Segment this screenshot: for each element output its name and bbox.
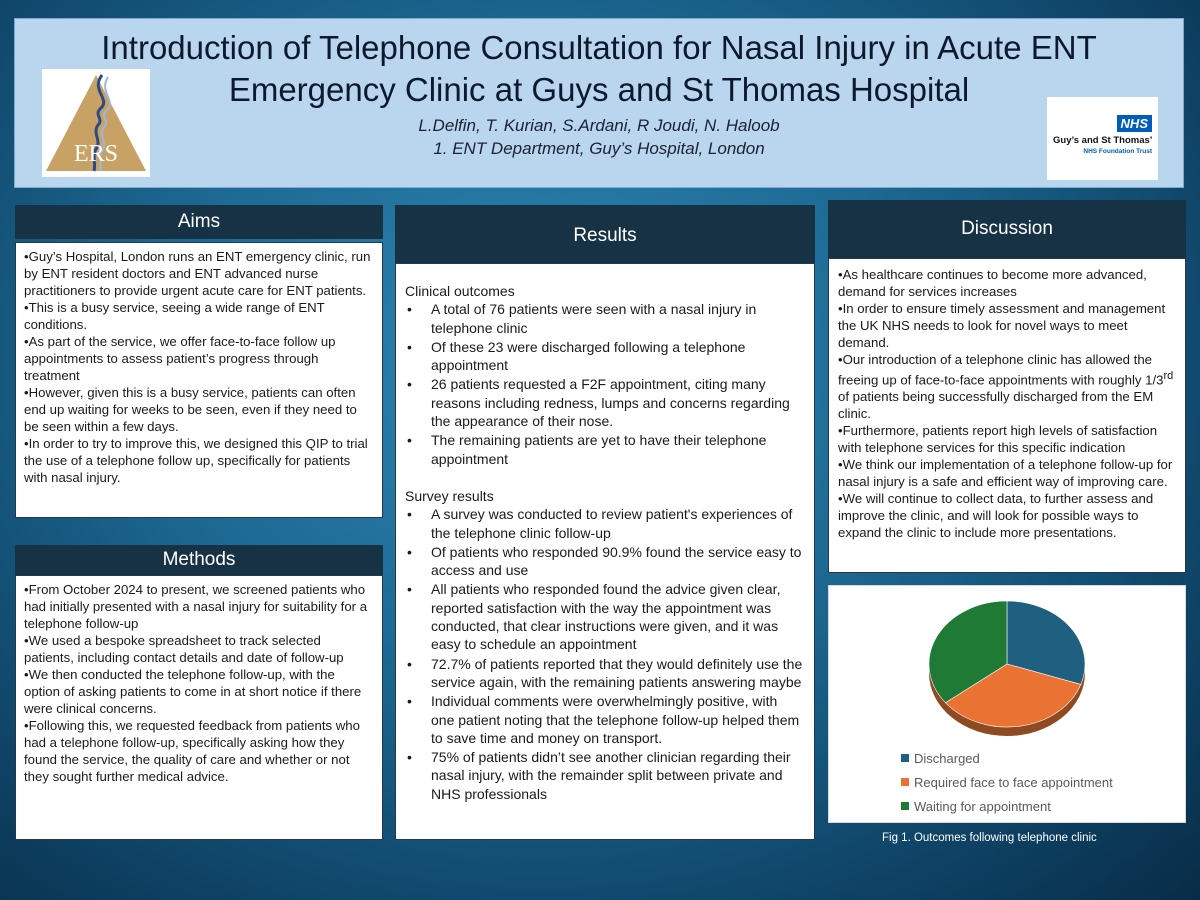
poster-title-line-1: Introduction of Telephone Consultation f… [101,29,1097,66]
discussion-item: •We will continue to collect data, to fu… [838,491,1154,541]
list-item: The remaining patients are yet to have t… [405,431,804,468]
pie-slice-required-face-to-face-appointment [944,663,1082,728]
legend-label: Discharged [914,750,980,766]
list-item: A total of 76 patients were seen with a … [405,300,804,337]
results-panel: Results Clinical outcomes A total of 76 … [395,205,815,840]
legend-swatch [901,754,909,762]
aims-item: •This is a busy service, seeing a wide r… [24,300,325,332]
legend-label: Waiting for appointment [914,798,1051,814]
outcomes-pie-chart: Discharged Required face to face appoint… [828,585,1186,823]
poster-title-line-2: Emergency Clinic at Guys and St Thomas H… [228,71,970,108]
aims-heading: Aims [15,205,383,239]
poster-header: Introduction of Telephone Consultation f… [14,18,1184,188]
legend-label: Required face to face appointment [914,774,1113,790]
legend-item: Waiting for appointment [901,794,1113,818]
survey-results-list: A survey was conducted to review patient… [405,505,804,803]
list-item: 26 patients requested a F2F appointment,… [405,375,804,430]
list-item: Of these 23 were discharged following a … [405,338,804,375]
legend-swatch [901,802,909,810]
list-item: A survey was conducted to review patient… [405,505,804,542]
nhs-trust-name: Guy’s and St Thomas’ [1053,135,1153,146]
pie-chart-svg [928,600,1086,736]
ers-logo: ERS [42,69,150,177]
methods-heading: Methods [15,545,383,575]
pie-slice-waiting-for-appointment [928,600,1008,704]
aims-item: •However, given this is a busy service, … [24,385,357,434]
discussion-item: •Our introduction of a telephone clinic … [838,352,1174,422]
methods-item: •From October 2024 to present, we screen… [24,582,368,631]
legend-swatch [901,778,909,786]
poster-title: Introduction of Telephone Consultation f… [15,27,1183,111]
chart-legend: Discharged Required face to face appoint… [901,746,1113,818]
discussion-item: •Furthermore, patients report high level… [838,423,1158,456]
clinical-outcomes-heading: Clinical outcomes [405,283,515,299]
discussion-panel: Discussion •As healthcare continues to b… [828,200,1186,573]
methods-item: •Following this, we requested feedback f… [24,718,360,784]
poster-authors: L.Delfin, T. Kurian, S.Ardani, R Joudi, … [418,116,780,135]
aims-item: •Guy’s Hospital, London runs an ENT emer… [24,249,371,298]
survey-results-heading: Survey results [405,487,494,504]
figure-caption: Fig 1. Outcomes following telephone clin… [882,832,1097,844]
poster-affiliation: 1. ENT Department, Guy’s Hospital, Londo… [433,139,765,158]
list-item: 75% of patients didn’t see another clini… [405,748,804,803]
results-heading: Results [395,205,815,263]
ers-logo-text: ERS [74,141,118,167]
discussion-item: •We think our implementation of a teleph… [838,457,1173,490]
discussion-item: •As healthcare continues to become more … [838,267,1147,299]
list-item: All patients who responded found the adv… [405,580,804,653]
aims-body: •Guy’s Hospital, London runs an ENT emer… [15,242,383,518]
pie-slice-discharged [1006,600,1086,685]
discussion-heading: Discussion [828,200,1186,258]
methods-item: •We used a bespoke spreadsheet to track … [24,633,344,665]
legend-item: Discharged [901,746,1113,770]
list-item: 72.7% of patients reported that they wou… [405,655,804,692]
methods-item: •We then conducted the telephone follow-… [24,667,362,716]
legend-item: Required face to face appointment [901,770,1113,794]
ers-logo-graphic: ERS [46,74,146,172]
aims-item: •As part of the service, we offer face-t… [24,334,336,383]
results-body: Clinical outcomes A total of 76 patients… [395,263,815,840]
nhs-trust-subtitle: NHS Foundation Trust [1083,148,1152,155]
list-item: Of patients who responded 90.9% found th… [405,543,804,580]
list-item: Individual comments were overwhelmingly … [405,692,804,747]
methods-panel: Methods •From October 2024 to present, w… [15,545,383,840]
nhs-badge: NHS [1116,115,1152,132]
aims-panel: Aims •Guy’s Hospital, London runs an ENT… [15,205,383,518]
aims-item: •In order to try to improve this, we des… [24,436,368,485]
nhs-logo: NHS Guy’s and St Thomas’ NHS Foundation … [1047,97,1158,180]
discussion-body: •As healthcare continues to become more … [828,258,1186,573]
clinical-outcomes-list: A total of 76 patients were seen with a … [405,300,804,468]
methods-body: •From October 2024 to present, we screen… [15,575,383,840]
discussion-item: •In order to ensure timely assessment an… [838,301,1166,350]
